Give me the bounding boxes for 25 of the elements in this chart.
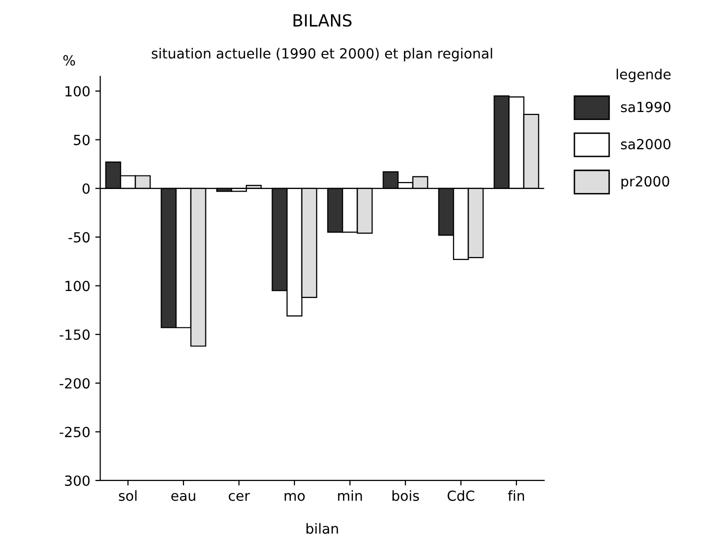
y-tick-label: -250: [60, 426, 90, 438]
y-tick-label: 0: [82, 183, 90, 194]
x-tick-label: mo: [284, 492, 305, 501]
legend-label: pr2000: [622, 176, 670, 190]
x-tick-label: min: [338, 490, 362, 501]
legend-label: sa2000: [621, 138, 670, 150]
chart-title: BILANS: [294, 14, 352, 27]
y-tick-label: 100: [66, 86, 90, 97]
x-tick-label: cer: [228, 492, 250, 501]
y-tick-label: 50: [74, 134, 90, 146]
y-tick-label: 100: [66, 280, 90, 292]
x-tick-label: fin: [508, 490, 524, 501]
y-axis-title: %: [63, 55, 75, 66]
x-tick-label: bois: [392, 490, 419, 501]
y-tick-label: 300: [65, 475, 90, 486]
chart-subtitle: situation actuelle (1990 et 2000) et plan regional: [152, 48, 492, 62]
y-tick-label: -50: [68, 232, 90, 243]
x-tick-label: eau: [171, 492, 196, 501]
y-tick-label: -150: [60, 329, 90, 340]
legend-label: sa1990: [621, 102, 670, 112]
x-axis-title: bilan: [306, 523, 338, 534]
y-tick-label: -200: [60, 378, 90, 389]
x-tick-label: sol: [118, 490, 136, 501]
x-tick-label: CdC: [448, 490, 474, 501]
legend-title: legende: [616, 68, 671, 82]
